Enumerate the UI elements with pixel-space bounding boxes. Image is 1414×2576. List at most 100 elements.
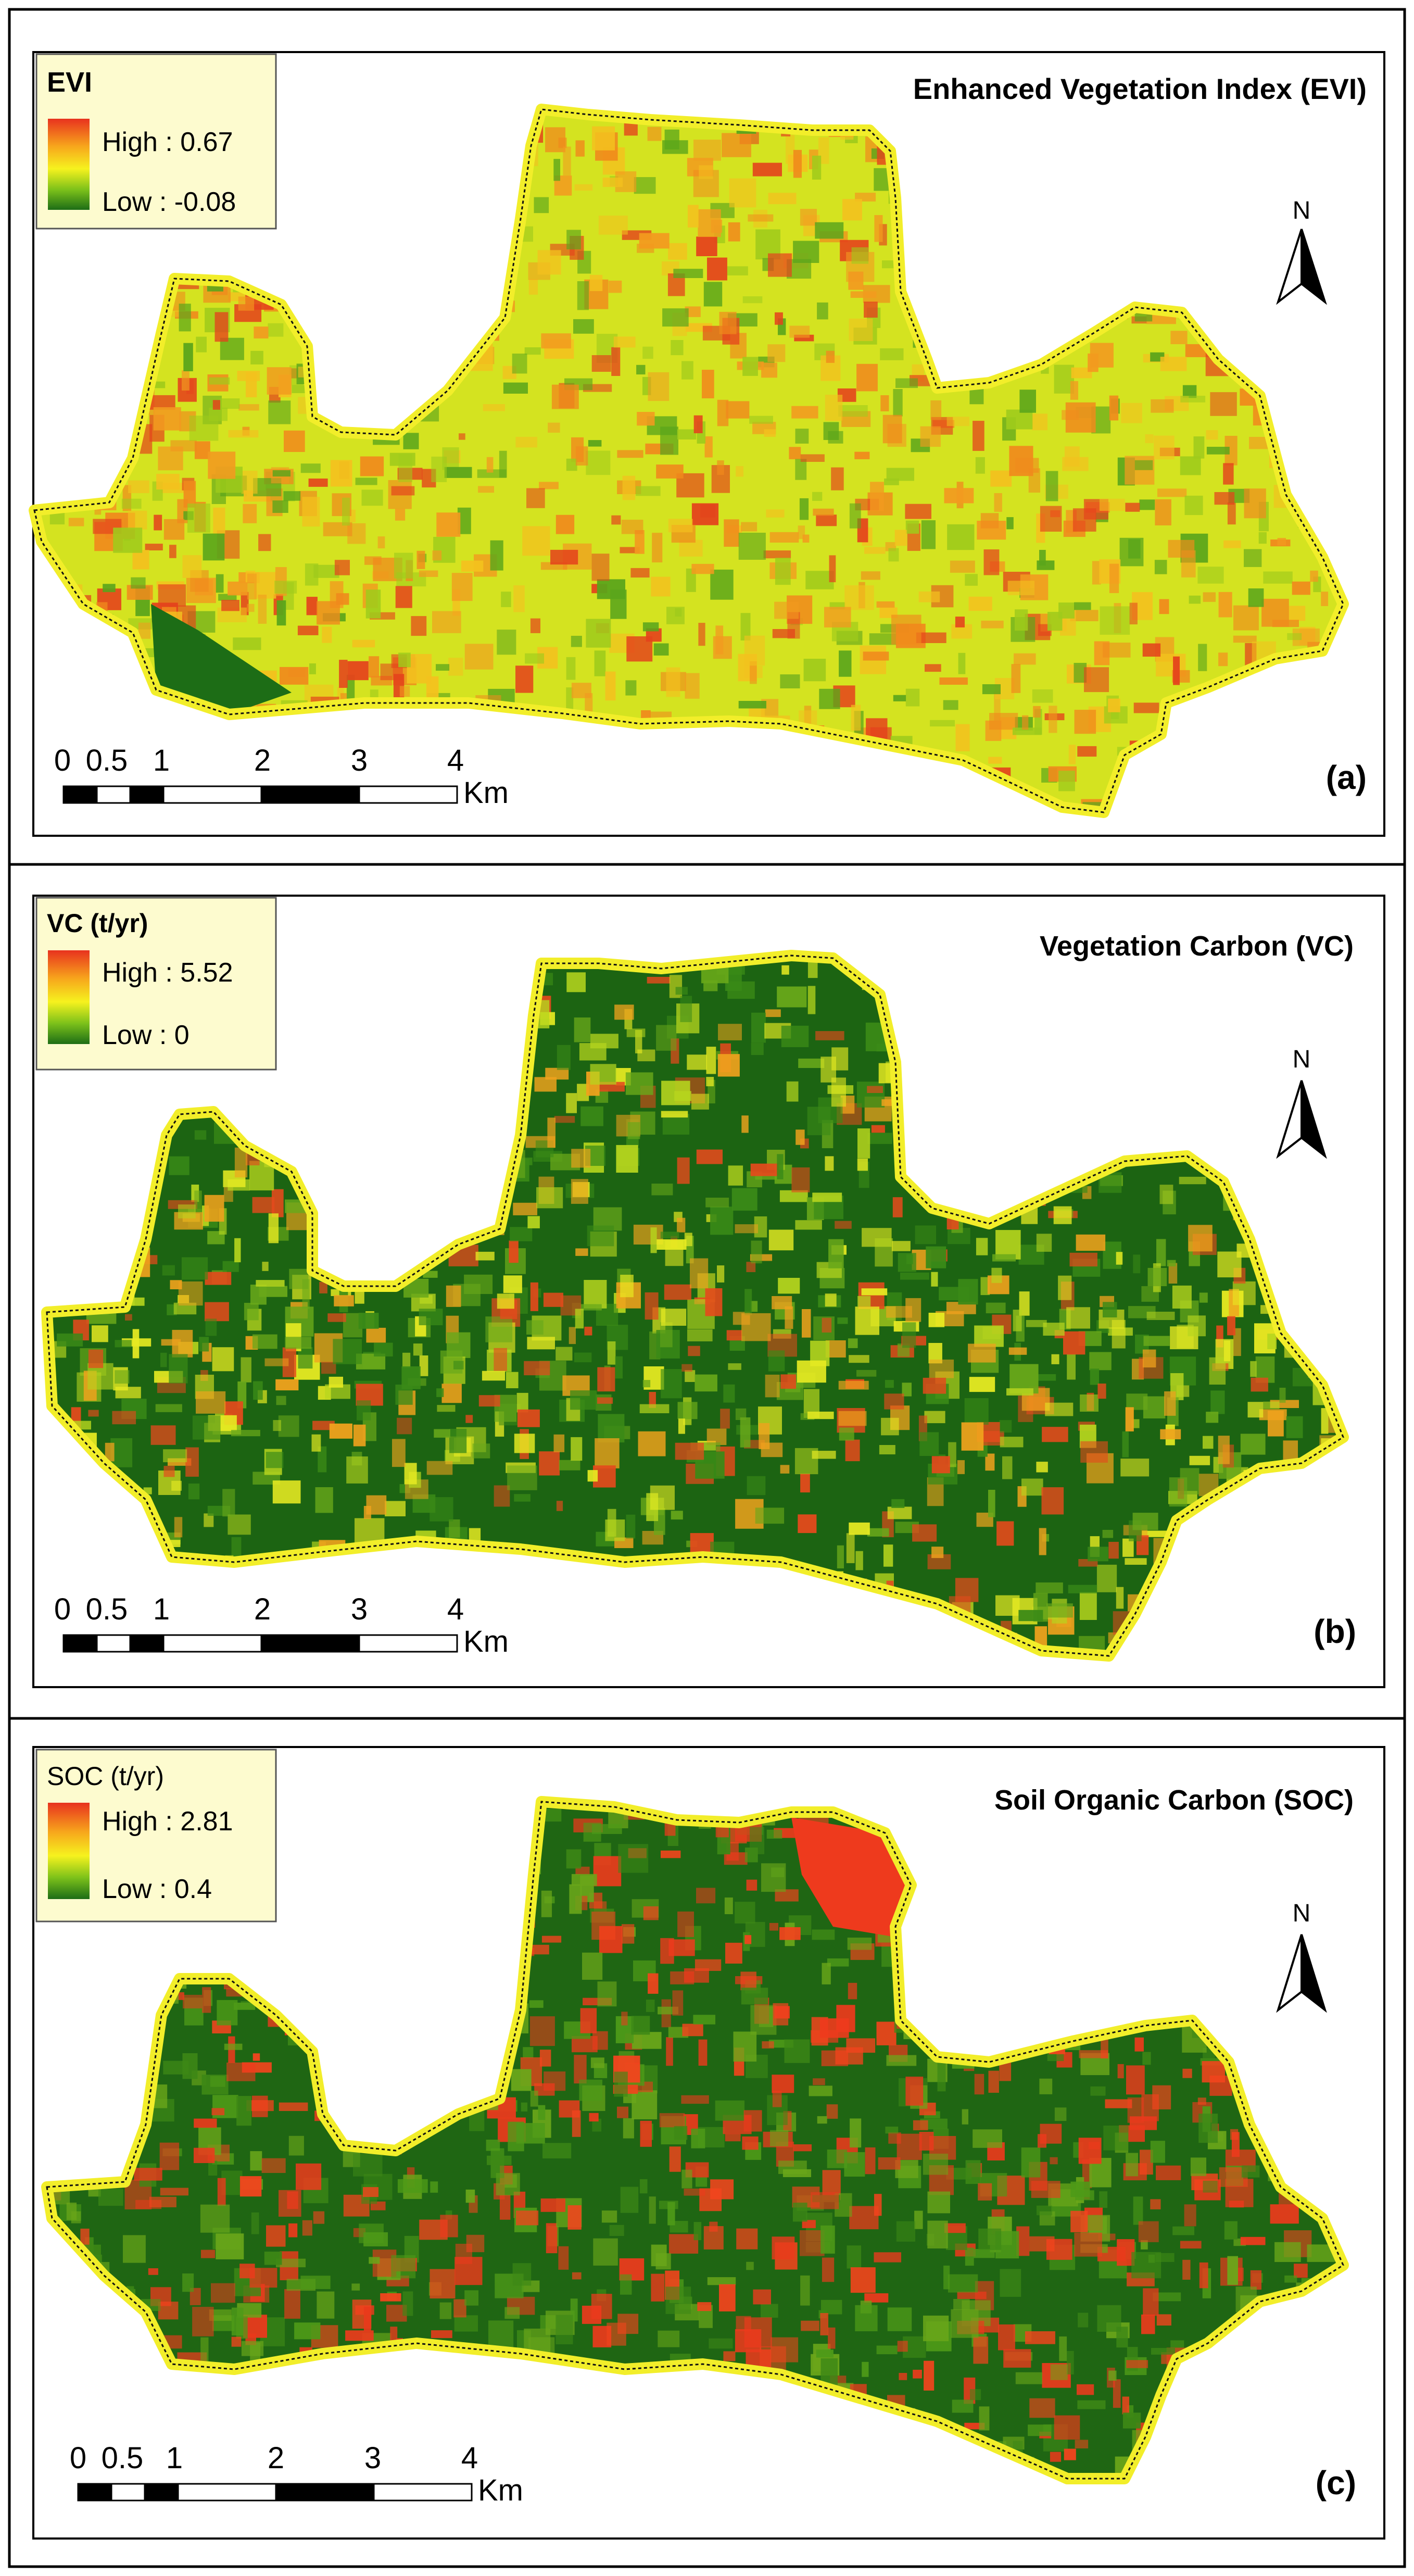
raster-cell bbox=[1089, 2142, 1100, 2150]
raster-cell bbox=[648, 372, 670, 401]
raster-cell bbox=[1143, 1336, 1170, 1346]
raster-cell bbox=[1089, 1352, 1112, 1371]
raster-cell bbox=[1263, 571, 1293, 584]
raster-cell bbox=[696, 1149, 723, 1164]
raster-cell bbox=[169, 545, 176, 558]
raster-cell bbox=[777, 986, 807, 1008]
raster-cell bbox=[169, 1156, 190, 1175]
panel-label: (c) bbox=[1316, 2464, 1356, 2502]
raster-cell bbox=[844, 585, 874, 610]
raster-cell bbox=[514, 1494, 531, 1502]
raster-cell bbox=[994, 493, 1002, 512]
raster-cell bbox=[943, 2265, 950, 2290]
raster-cell bbox=[149, 2196, 176, 2207]
raster-cell bbox=[258, 534, 271, 551]
raster-cell bbox=[800, 2275, 810, 2306]
raster-cell bbox=[571, 1437, 583, 1461]
raster-cell bbox=[266, 1452, 284, 1468]
raster-cell bbox=[1011, 664, 1021, 693]
raster-cell bbox=[918, 591, 940, 602]
raster-cell bbox=[334, 560, 350, 575]
raster-cell bbox=[1247, 1402, 1264, 1418]
raster-cell bbox=[182, 555, 202, 578]
raster-cell bbox=[272, 1480, 301, 1504]
raster-cell bbox=[446, 1285, 461, 1307]
raster-cell bbox=[455, 2257, 483, 2285]
raster-cell bbox=[1069, 1252, 1097, 1267]
raster-cell bbox=[297, 625, 319, 635]
raster-cell bbox=[718, 1024, 742, 1040]
raster-cell bbox=[365, 589, 381, 619]
raster-cell bbox=[268, 323, 284, 337]
raster-cell bbox=[731, 1188, 758, 1211]
raster-cell bbox=[363, 1506, 371, 1519]
raster-cell bbox=[588, 440, 602, 447]
raster-cell bbox=[816, 2349, 834, 2358]
raster-cell bbox=[569, 1884, 582, 1914]
raster-cell bbox=[768, 253, 792, 277]
raster-cell bbox=[580, 1106, 603, 1126]
raster-cell bbox=[719, 311, 737, 334]
raster-cell bbox=[981, 620, 1004, 629]
raster-cell bbox=[710, 2179, 734, 2200]
raster-cell bbox=[1134, 2037, 1144, 2052]
raster-cell bbox=[538, 2105, 546, 2120]
legend: VC (t/yr) High : 5.52 Low : 0 bbox=[35, 897, 277, 1071]
raster-cell bbox=[1182, 2259, 1191, 2280]
raster-cell bbox=[1109, 563, 1119, 593]
raster-cell bbox=[636, 365, 646, 375]
raster-cell bbox=[1117, 2064, 1124, 2079]
raster-cell bbox=[980, 513, 999, 529]
raster-cell bbox=[1272, 620, 1299, 627]
raster-cell bbox=[735, 1902, 755, 1924]
raster-cell bbox=[742, 2136, 759, 2150]
raster-cell bbox=[825, 1293, 837, 1307]
raster-cell bbox=[439, 2302, 452, 2319]
raster-cell bbox=[1160, 357, 1187, 371]
raster-cell bbox=[884, 1393, 904, 1410]
raster-cell bbox=[360, 456, 384, 476]
raster-cell bbox=[1202, 2061, 1225, 2083]
raster-cell bbox=[677, 1217, 686, 1233]
raster-cell bbox=[88, 1410, 99, 1417]
raster-cell bbox=[537, 250, 561, 275]
raster-cell bbox=[784, 2039, 810, 2063]
raster-cell bbox=[253, 1334, 277, 1349]
raster-cell bbox=[228, 1514, 251, 1535]
raster-cell bbox=[849, 318, 873, 341]
raster-cell bbox=[1230, 2129, 1239, 2140]
raster-cell bbox=[605, 671, 616, 701]
raster-cell bbox=[623, 2118, 634, 2139]
raster-cell bbox=[622, 1924, 635, 1944]
scale-bar-segments bbox=[62, 1634, 458, 1653]
raster-cell bbox=[827, 1958, 849, 1967]
raster-cell bbox=[1157, 488, 1187, 497]
raster-cell bbox=[649, 1392, 656, 1408]
raster-cell bbox=[589, 2113, 599, 2122]
raster-cell bbox=[759, 1423, 770, 1449]
raster-cell bbox=[749, 416, 773, 424]
scale-tick-label: 2 bbox=[254, 1592, 271, 1626]
raster-cell bbox=[189, 416, 219, 441]
scale-tick-label: 0 bbox=[54, 1592, 71, 1626]
raster-cell bbox=[264, 2252, 282, 2265]
raster-cell bbox=[691, 1094, 709, 1110]
raster-cell bbox=[1197, 567, 1224, 584]
raster-cell bbox=[377, 536, 385, 549]
raster-cell bbox=[855, 1551, 863, 1570]
raster-cell bbox=[1058, 771, 1075, 791]
raster-cell bbox=[651, 1184, 673, 1196]
raster-cell bbox=[464, 644, 494, 670]
raster-cell bbox=[571, 1874, 597, 1886]
raster-cell bbox=[1031, 2181, 1060, 2198]
raster-cell bbox=[690, 1258, 709, 1289]
raster-cell bbox=[1102, 1530, 1114, 1538]
raster-cell bbox=[351, 2283, 360, 2291]
raster-cell bbox=[216, 574, 224, 593]
raster-cell bbox=[1054, 2415, 1080, 2440]
raster-cell bbox=[698, 2039, 708, 2066]
raster-cell bbox=[317, 601, 340, 625]
raster-cell bbox=[592, 2031, 608, 2050]
raster-cell bbox=[1218, 652, 1228, 667]
raster-cell bbox=[204, 1513, 214, 1527]
